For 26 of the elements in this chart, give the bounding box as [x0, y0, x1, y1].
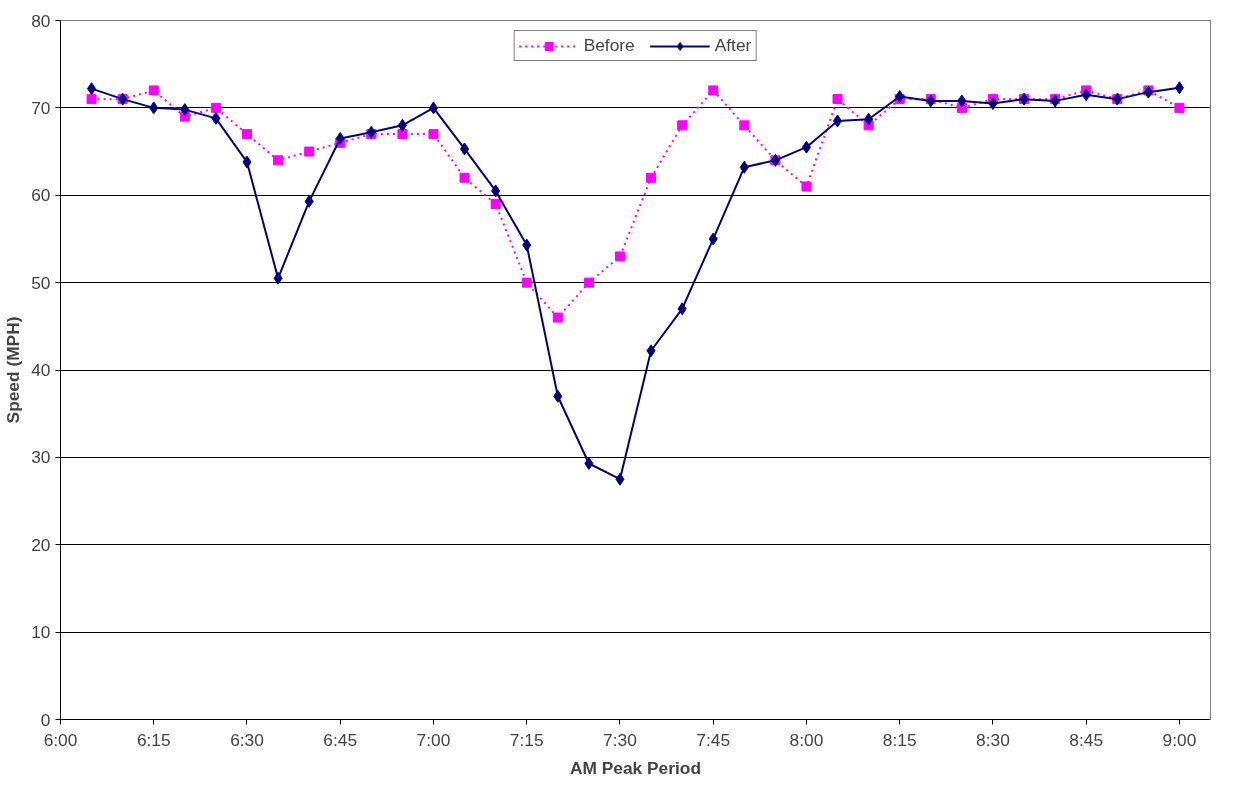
x-tick-label: 9:00: [1162, 729, 1197, 750]
legend-label: After: [714, 35, 752, 56]
y-axis-title: Speed (MPH): [3, 316, 24, 424]
legend-label: Before: [583, 35, 635, 56]
x-tick-label: 8:15: [882, 729, 917, 750]
y-tick-label: 70: [31, 97, 51, 118]
x-tick-label: 7:30: [603, 729, 637, 750]
x-tick-label: 6:15: [136, 729, 171, 750]
y-tick-label: 0: [40, 709, 51, 730]
x-axis-title: AM Peak Period: [570, 757, 701, 778]
x-tick-label: 7:15: [509, 729, 544, 750]
x-tick-label: 6:00: [43, 729, 78, 750]
y-tick-label: 30: [31, 447, 51, 468]
y-tick-label: 20: [31, 534, 51, 555]
y-tick-label: 80: [31, 10, 51, 31]
y-tick-label: 50: [31, 272, 51, 293]
y-tick-label: 40: [31, 360, 51, 380]
x-tick-label: 8:45: [1069, 729, 1104, 750]
x-tick-label: 8:00: [789, 729, 824, 750]
x-tick-label: 7:00: [416, 729, 451, 750]
x-tick-label: 6:45: [323, 729, 358, 750]
y-tick-label: 10: [31, 622, 51, 643]
x-tick-label: 7:45: [696, 729, 731, 750]
y-tick-label: 60: [31, 185, 51, 206]
x-tick-label: 6:30: [230, 729, 264, 750]
x-tick-label: 8:30: [976, 729, 1010, 750]
